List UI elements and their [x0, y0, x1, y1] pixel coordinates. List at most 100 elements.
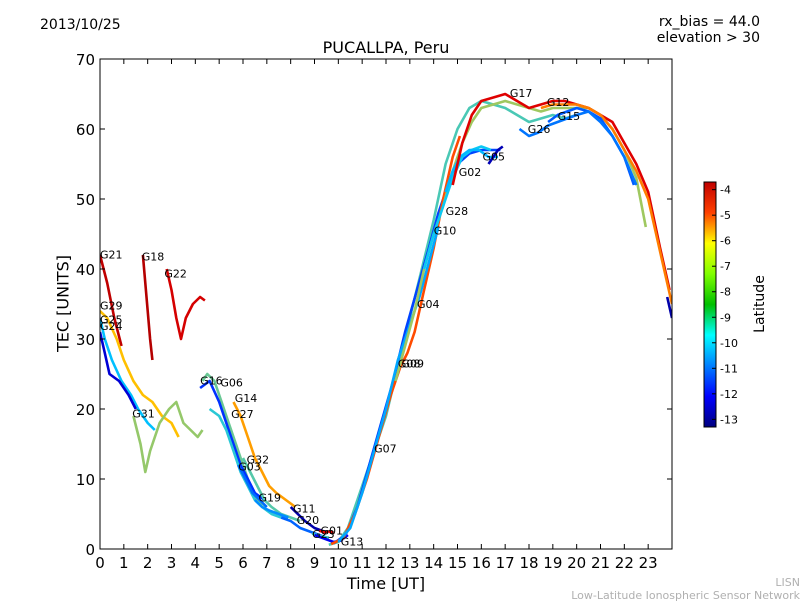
series-label-g26: G26 — [528, 123, 551, 136]
x-tick-label: 14 — [424, 554, 443, 572]
y-tick-label: 10 — [76, 471, 95, 489]
series-label-g07: G07 — [374, 442, 397, 455]
series-label-g20: G20 — [297, 514, 320, 527]
series-label-g08: G08 — [398, 358, 421, 371]
series-line-g09 — [332, 148, 501, 545]
colorbar-tick-label: -5 — [720, 209, 731, 222]
colorbar-tick-label: -6 — [720, 235, 731, 248]
series-line-g04 — [337, 226, 440, 543]
y-tick-label: 40 — [76, 261, 95, 279]
colorbar-tick-label: -7 — [720, 260, 731, 273]
x-tick-label: 15 — [448, 554, 467, 572]
series-label-g04: G04 — [417, 298, 440, 311]
series-label-g32: G32 — [247, 454, 270, 467]
series-line-g06 — [199, 379, 266, 502]
x-tick-label: 7 — [262, 554, 272, 572]
y-tick-label: 30 — [76, 331, 95, 349]
x-tick-label: 23 — [639, 554, 658, 572]
series-line-g31 — [132, 400, 204, 474]
colorbar — [703, 181, 717, 428]
series-line-g01 — [318, 529, 334, 535]
x-tick-label: 9 — [310, 554, 320, 572]
series-label-g09: G09 — [402, 358, 425, 371]
series-label-g19: G19 — [259, 491, 282, 504]
colorbar-tick-label: -4 — [720, 184, 731, 197]
chart-title: PUCALLPA, Peru — [322, 38, 450, 57]
y-tick-label: 20 — [76, 401, 95, 419]
series-label-g16: G16 — [200, 375, 223, 388]
y-tick-label: 70 — [76, 51, 95, 69]
colorbar-tick-label: -8 — [720, 286, 731, 299]
series-label-g06: G06 — [220, 377, 243, 390]
series-line-g19 — [253, 499, 289, 519]
series-label-g24: G24 — [100, 320, 123, 333]
footer-lisn: LISN — [775, 576, 800, 589]
x-tick-label: 19 — [543, 554, 562, 572]
series-line-g14 — [232, 401, 297, 509]
x-tick-label: 18 — [519, 554, 538, 572]
series-line-g18 — [141, 254, 154, 361]
colorbar-tick-label: -10 — [720, 337, 738, 350]
series-line-g12 — [540, 103, 672, 305]
colorbar-tick-label: -13 — [720, 413, 738, 426]
series-label-g23: G23 — [312, 528, 335, 541]
series-label-g31: G31 — [132, 407, 155, 420]
y-tick-label: 60 — [76, 121, 95, 139]
x-tick-label: 4 — [191, 554, 201, 572]
x-axis-label: Time [UT] — [346, 574, 426, 593]
colorbar-tick-label: -11 — [720, 362, 738, 375]
series-line-g17 — [451, 92, 671, 291]
series-line-g22 — [165, 268, 206, 341]
series-label-g02: G02 — [459, 166, 482, 179]
series-label-g10: G10 — [434, 225, 457, 238]
series-label-g11: G11 — [293, 503, 316, 516]
series-label-g29: G29 — [100, 300, 123, 313]
footer-network: Low-Latitude Ionospheric Sensor Network — [571, 589, 800, 602]
series-label-g15: G15 — [558, 110, 581, 123]
series-label-g25: G25 — [100, 314, 123, 327]
x-tick-label: 20 — [567, 554, 586, 572]
series-line-g32 — [241, 457, 301, 523]
series-line-g30 — [665, 296, 672, 319]
x-tick-label: 8 — [286, 554, 296, 572]
series-line-g26 — [518, 110, 638, 186]
y-tick-label: 0 — [85, 541, 95, 559]
series-line-g25 — [100, 317, 156, 431]
series-label-g21: G21 — [100, 249, 123, 262]
series-label-g22: G22 — [164, 267, 187, 280]
series-line-g08 — [330, 135, 462, 546]
series-label-g17: G17 — [510, 87, 533, 100]
x-tick-label: 2 — [143, 554, 153, 572]
x-tick-label: 16 — [472, 554, 491, 572]
x-tick-label: 1 — [119, 554, 129, 572]
series-line-g03 — [237, 464, 268, 508]
x-tick-label: 6 — [238, 554, 248, 572]
rx-bias-label: rx_bias = 44.0 — [658, 14, 760, 30]
bias-info: rx_bias = 44.0 elevation > 30 — [657, 14, 760, 46]
series-label-g05: G05 — [483, 151, 506, 164]
series-line-g11 — [289, 506, 325, 533]
series-line-g05 — [487, 145, 504, 165]
series-label-g28: G28 — [446, 205, 469, 218]
series-label-g27: G27 — [231, 408, 254, 421]
series-label-g13: G13 — [341, 536, 364, 549]
footer: LISN Low-Latitude Ionospheric Sensor Net… — [571, 576, 800, 602]
date-label: 2013/10/25 — [40, 17, 121, 33]
x-tick-label: 22 — [615, 554, 634, 572]
elevation-label: elevation > 30 — [656, 30, 760, 46]
x-tick-label: 13 — [400, 554, 419, 572]
series-line-g24 — [100, 331, 137, 410]
series-line-g02 — [444, 148, 498, 193]
x-tick-label: 17 — [496, 554, 515, 572]
x-tick-label: 10 — [329, 554, 348, 572]
y-tick-label: 50 — [76, 191, 95, 209]
x-tick-label: 0 — [95, 554, 105, 572]
plot-frame — [99, 58, 673, 550]
colorbar-tick-label: -12 — [720, 388, 738, 401]
x-tick-label: 11 — [353, 554, 372, 572]
series-label-g14: G14 — [235, 392, 258, 405]
series-line-g29 — [100, 310, 180, 438]
x-tick-label: 12 — [376, 554, 395, 572]
series-label-g01: G01 — [321, 524, 344, 537]
